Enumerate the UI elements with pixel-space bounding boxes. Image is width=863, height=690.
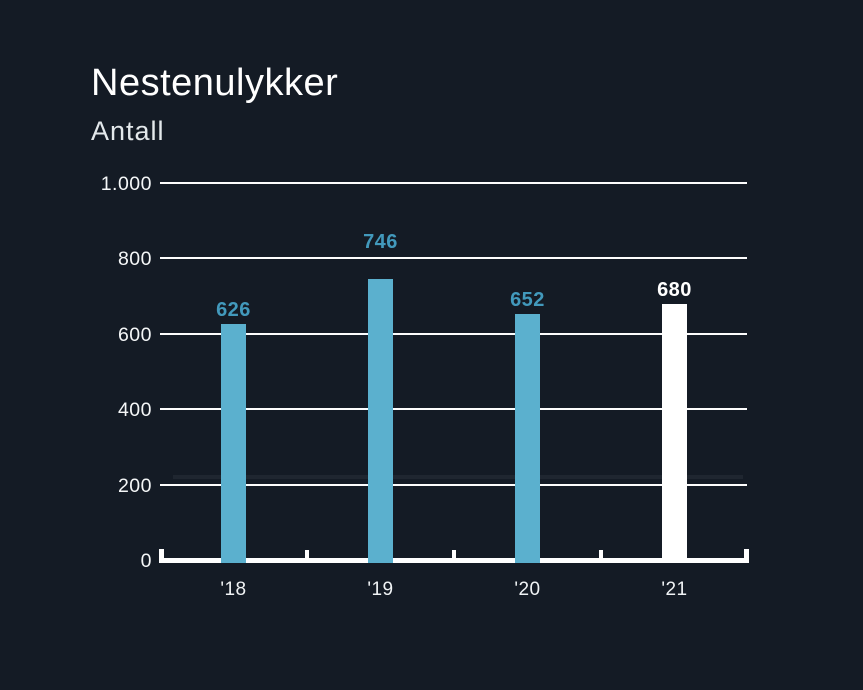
chart-title: Nestenulykker: [91, 62, 339, 104]
bar-value-label: 680: [657, 278, 692, 301]
x-axis-end-cap: [159, 549, 164, 563]
y-axis-tick-label: 200: [117, 474, 152, 497]
y-axis-tick-label: 0: [140, 550, 152, 572]
bar-value-label: 746: [363, 231, 398, 254]
x-axis-tick: [305, 550, 309, 558]
gridline-800: [160, 257, 747, 260]
x-axis-line: [159, 558, 748, 563]
x-axis-category-label: '18: [220, 579, 247, 600]
x-axis-tick: [452, 550, 456, 558]
x-axis-category-label: '20: [514, 579, 541, 600]
x-axis-end-cap: [744, 549, 749, 563]
x-axis-tick: [599, 550, 603, 558]
y-axis-tick-label: 800: [117, 248, 152, 271]
gridline-200: [160, 483, 747, 486]
faint-shadow-line: [173, 475, 743, 479]
bar-18: [221, 323, 246, 563]
bar-19: [368, 278, 393, 563]
chart-subtitle: Antall: [91, 116, 165, 146]
y-axis-tick-label: 400: [117, 399, 152, 422]
gridline-600: [160, 332, 747, 335]
bar-20: [515, 314, 540, 563]
y-axis-tick-label: 1.000: [100, 173, 152, 195]
bar-21: [662, 303, 687, 563]
bar-value-label: 652: [510, 289, 545, 312]
x-axis-category-label: '21: [661, 579, 688, 600]
x-axis-category-label: '19: [367, 579, 394, 600]
y-axis-tick-label: 600: [117, 323, 152, 346]
bar-value-label: 626: [216, 298, 251, 321]
gridline-400: [160, 408, 747, 411]
gridline-1.000: [160, 182, 747, 184]
